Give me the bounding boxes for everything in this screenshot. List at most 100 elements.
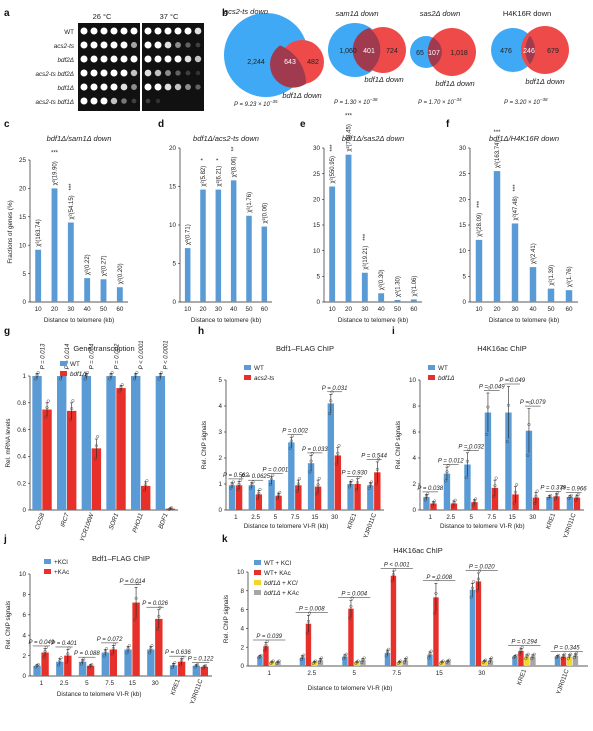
legend-label: WT + KCl [264, 560, 291, 567]
strain-label: bdf1Δ [58, 85, 74, 92]
replicate-dot [527, 423, 531, 427]
bar [67, 410, 77, 510]
p-value: P = 0.401 [51, 641, 77, 647]
y-tick-label: 4 [22, 632, 26, 639]
bar [361, 272, 368, 302]
bar [124, 649, 132, 676]
venn-right-title: bdf1Δ down [435, 79, 474, 88]
y-tick-label: 10 [19, 571, 27, 578]
bar [345, 154, 352, 302]
venn-left-title: acs2-ts down [224, 7, 268, 16]
replicate-dot [569, 652, 573, 656]
x-axis-label: Distance to telomere VI-R (kb) [57, 691, 142, 698]
replicate-dot [337, 444, 341, 448]
replicate-dot [295, 489, 299, 493]
legend-label: bdf1Δ + KCl [264, 580, 298, 587]
replicate-dot [506, 403, 510, 407]
bar [86, 665, 95, 676]
replicate-dot [59, 377, 63, 381]
bar [32, 376, 42, 510]
bar [155, 618, 163, 676]
replicate-dot [446, 463, 450, 467]
replicate-dot [433, 499, 437, 503]
yeast-spot [130, 69, 138, 77]
chart-f: bdf1Δ/H4K16R down 0 5 10 15 20 25 30 10 χ²(28.09)… [459, 130, 578, 324]
venn-left-title: H4K16R down [503, 9, 551, 18]
replicate-dot [308, 611, 312, 615]
yeast-spot [174, 27, 182, 35]
x-axis-label: Distance to telomere (kb) [338, 317, 408, 324]
x-tick-label: 30 [511, 306, 519, 313]
bar [230, 180, 237, 302]
venn-left-title: sas2Δ down [420, 9, 461, 18]
venn-2: sam1Δ down bdf1Δ down 1,060 401 724 P = … [328, 9, 406, 106]
strain-label: acs2-ts [54, 43, 75, 50]
y-tick-label: 10 [313, 248, 321, 255]
replicate-dot [470, 586, 474, 590]
replicate-dot [302, 653, 306, 657]
replicate-dot [316, 483, 320, 487]
replicate-dot [560, 657, 564, 661]
bar [342, 656, 348, 666]
yeast-spot [154, 69, 162, 77]
chi-square-annotation: χ²(1.39) [549, 265, 555, 286]
p-value: P = 0.004 [90, 343, 96, 369]
y-tick-label: 20 [459, 197, 467, 204]
yeast-spot [120, 27, 128, 35]
y-tick-label: 0.2 [17, 480, 26, 487]
replicate-dot [257, 491, 261, 495]
bar [314, 486, 322, 510]
yeast-spot [164, 27, 172, 35]
replicate-dot [387, 647, 391, 651]
replicate-dot [110, 371, 114, 375]
y-tick-label: 15 [169, 184, 177, 191]
p-value: P = 0.013 [40, 343, 46, 369]
y-tick-label: 5 [218, 377, 222, 384]
yeast-spot [80, 69, 88, 77]
venn-right-title: bdf1Δ down [282, 91, 321, 100]
legend-swatch [254, 570, 261, 575]
chart-title: H4K16ac ChIP [393, 546, 443, 555]
yeast-spot [90, 27, 98, 35]
significance-stars: *** [363, 233, 369, 241]
replicate-dot [344, 652, 348, 656]
bar [390, 575, 397, 666]
replicate-dot [399, 659, 403, 663]
bar [177, 661, 186, 676]
x-tick-label: 15 [436, 670, 444, 677]
replicate-dot [83, 377, 87, 381]
x-tick-label: 40 [230, 306, 238, 313]
yeast-spot [100, 69, 108, 77]
yeast-spot [130, 41, 138, 49]
bar [41, 652, 49, 676]
legend-swatch [428, 375, 435, 380]
replicate-dot [360, 660, 364, 664]
x-tick-label: 1 [40, 680, 44, 687]
bar [84, 278, 91, 302]
replicate-dot [453, 498, 457, 502]
bar [261, 226, 268, 302]
chi-square-annotation: χ²(2.41) [531, 243, 537, 264]
chart-i: H4K16ac ChIP 0 2 4 6 8 10 Rel. ChIP signals 1 P =… [395, 344, 587, 540]
venn-overlap [352, 28, 381, 72]
replicate-dot [70, 407, 74, 411]
venn-right-count: 724 [386, 48, 398, 55]
replicate-dot [350, 596, 354, 600]
p-value: P = 0.122 [188, 656, 214, 662]
replicate-dot [429, 649, 433, 653]
y-tick-label: 30 [313, 145, 321, 152]
p-value: P = 0.012 [438, 459, 464, 465]
replicate-dot [289, 439, 293, 443]
replicate-dot [390, 579, 394, 583]
yeast-spot [195, 42, 201, 48]
bar [553, 496, 560, 510]
bar [299, 657, 306, 666]
significance-stars: *** [51, 150, 59, 156]
replicate-dot [46, 399, 50, 403]
yeast-spot [80, 83, 88, 91]
replicate-dot [347, 485, 351, 489]
y-tick-label: 0 [172, 299, 176, 306]
replicate-dot [298, 477, 302, 481]
replicate-dot [111, 646, 115, 650]
p-value: P = 0.002 [282, 429, 308, 435]
